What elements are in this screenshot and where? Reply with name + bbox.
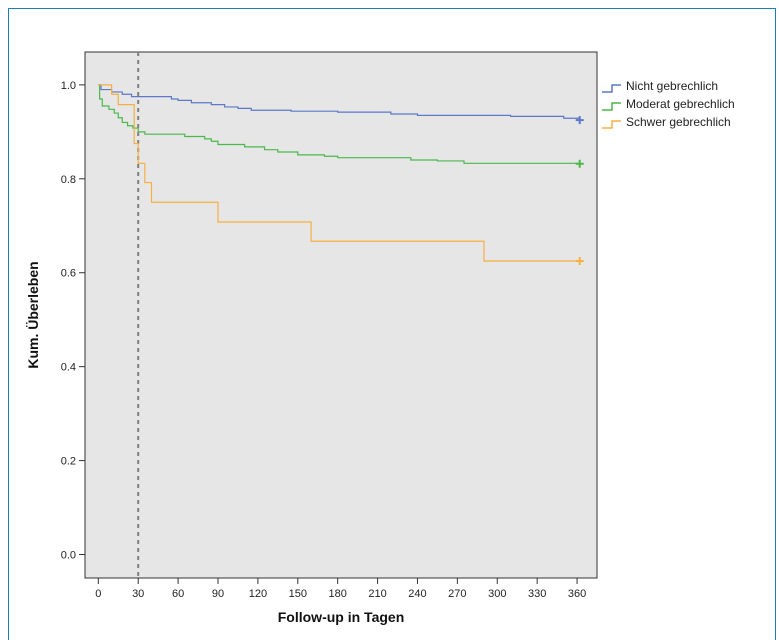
x-tick-label: 240	[408, 588, 426, 600]
x-tick-label: 150	[289, 588, 307, 600]
x-tick-label: 0	[95, 588, 101, 600]
y-tick-label: 0.4	[61, 362, 76, 374]
legend-swatch	[602, 102, 621, 111]
legend-label: Nicht gebrechlich	[626, 79, 718, 93]
x-tick-label: 180	[328, 588, 346, 600]
x-axis-title: Follow-up in Tagen	[278, 609, 405, 625]
y-axis: 0.0 0.2 0.4 0.6 0.8 1.0	[61, 80, 85, 562]
x-tick-label: 30	[132, 588, 144, 600]
series-layer	[98, 84, 584, 265]
censor-mark-1	[575, 116, 584, 125]
legend-swatch	[602, 84, 621, 93]
legend-swatch	[602, 120, 621, 129]
y-tick-label: 0.6	[61, 268, 76, 280]
x-tick-label: 300	[488, 588, 506, 600]
series-line-2	[98, 84, 581, 164]
x-tick-label: 60	[172, 588, 184, 600]
plot-area	[84, 51, 598, 579]
y-tick-label: 0.2	[61, 456, 76, 468]
series-line-1	[98, 84, 581, 121]
legend: Nicht gebrechlich Moderat gebrechlich Schw…	[602, 79, 735, 129]
x-tick-label: 330	[528, 588, 546, 600]
y-axis-title: Kum. Überleben	[25, 261, 41, 368]
x-axis: 0 30 60 90 120 150 180 210 240 270 300 330 360	[95, 578, 586, 600]
legend-label: Schwer gebrechlich	[626, 115, 731, 129]
y-tick-label: 0.8	[61, 174, 76, 186]
x-tick-label: 360	[568, 588, 586, 600]
x-tick-label: 90	[212, 588, 224, 600]
x-tick-label: 210	[368, 588, 386, 600]
x-tick-label: 270	[448, 588, 466, 600]
y-tick-label: 1.0	[61, 80, 76, 92]
censor-mark-3	[575, 256, 584, 265]
legend-label: Moderat gebrechlich	[626, 97, 735, 111]
x-tick-label: 120	[249, 588, 267, 600]
series-line-3	[98, 84, 580, 262]
censor-mark-2	[575, 159, 584, 168]
y-tick-label: 0.0	[61, 550, 76, 562]
figure-frame	[8, 8, 776, 640]
